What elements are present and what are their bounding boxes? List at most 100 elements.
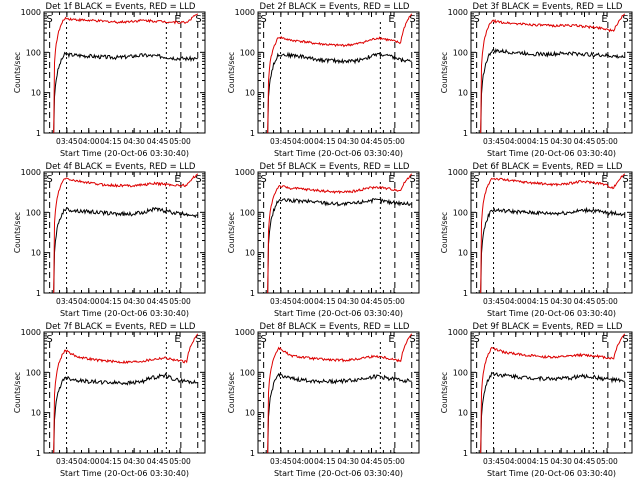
time-marker-label: S: [195, 334, 201, 345]
y-axis-label: Counts/sec: [440, 212, 449, 253]
y-tick-label: 100: [453, 368, 468, 377]
time-marker-label: S: [260, 174, 266, 185]
y-tick-label: 1: [36, 289, 41, 298]
time-marker-label: E: [174, 14, 180, 25]
time-marker-label: S: [473, 174, 479, 185]
y-tick-label: 10: [31, 249, 41, 258]
x-tick-label: 03:45: [483, 137, 505, 146]
x-tick-label: 04:15: [527, 137, 549, 146]
series-lld: [267, 333, 413, 454]
y-tick-label: 1: [250, 129, 255, 138]
series-events: [53, 207, 198, 294]
series-lld: [53, 173, 199, 294]
y-tick-label: 1: [36, 129, 41, 138]
x-tick-label: 03:45: [270, 457, 292, 466]
y-tick-label: 100: [26, 48, 41, 57]
chart-title: Det 5f BLACK = Events, RED = LLD: [260, 162, 410, 172]
x-tick-label: 04:00: [78, 137, 100, 146]
plot-frame: [43, 331, 206, 454]
y-tick-label: 1000: [21, 168, 41, 177]
x-tick-label: 04:30: [337, 297, 359, 306]
y-tick-label: 1000: [21, 8, 41, 17]
chart-panel-7: Det 7f BLACK = Events, RED = LLD 1 10 100 10…: [13, 322, 206, 478]
chart-title: Det 1f BLACK = Events, RED = LLD: [46, 2, 196, 12]
x-tick-label: 05:00: [596, 297, 618, 306]
x-tick-label: 04:30: [337, 137, 359, 146]
y-tick-label: 10: [31, 409, 41, 418]
series-events: [480, 206, 625, 294]
time-marker-label: S: [195, 174, 201, 185]
y-tick-label: 1: [250, 289, 255, 298]
x-axis-label: Start Time (20-Oct-06 03:30:40): [487, 469, 616, 478]
x-tick-label: 04:45: [361, 297, 383, 306]
y-tick-label: 1: [463, 289, 468, 298]
x-tick-label: 05:00: [596, 137, 618, 146]
y-tick-label: 100: [453, 208, 468, 217]
x-tick-label: 05:00: [169, 297, 191, 306]
x-tick-label: 04:45: [361, 457, 383, 466]
chart-panel-4: Det 4f BLACK = Events, RED = LLD 1 10 100 10…: [13, 162, 206, 318]
y-tick-label: 1: [463, 449, 468, 458]
x-tick-label: 04:00: [505, 457, 527, 466]
time-marker-label: S: [409, 14, 415, 25]
series-lld: [267, 173, 413, 294]
plot-frame: [470, 171, 633, 294]
y-tick-label: 100: [240, 208, 255, 217]
x-tick-label: 04:45: [574, 137, 596, 146]
x-tick-label: 04:30: [550, 297, 572, 306]
x-axis-label: Start Time (20-Oct-06 03:30:40): [60, 469, 189, 478]
y-axis-label: Counts/sec: [227, 372, 236, 413]
time-marker-label: S: [409, 174, 415, 185]
x-tick-label: 04:45: [147, 297, 169, 306]
y-tick-label: 10: [245, 249, 255, 258]
time-marker-label: S: [46, 334, 52, 345]
x-axis-label: Start Time (20-Oct-06 03:30:40): [274, 309, 403, 318]
x-tick-label: 04:30: [550, 457, 572, 466]
chart-panel-2: Det 2f BLACK = Events, RED = LLD 1 10 100 10…: [227, 2, 420, 158]
x-tick-label: 04:45: [574, 297, 596, 306]
x-tick-label: 03:45: [483, 457, 505, 466]
y-tick-label: 100: [453, 48, 468, 57]
time-marker-label: E: [388, 334, 394, 345]
plot-frame: [257, 331, 420, 454]
time-marker-label: S: [260, 14, 266, 25]
y-tick-label: 1: [463, 129, 468, 138]
time-marker-label: E: [174, 334, 180, 345]
y-axis-label: Counts/sec: [13, 52, 22, 93]
x-tick-label: 05:00: [383, 137, 405, 146]
plot-frame: [257, 11, 420, 134]
chart-title: Det 7f BLACK = Events, RED = LLD: [46, 322, 196, 332]
x-axis-label: Start Time (20-Oct-06 03:30:40): [60, 309, 189, 318]
series-events: [267, 51, 412, 134]
plot-frame: [257, 171, 420, 294]
x-tick-label: 03:45: [483, 297, 505, 306]
time-marker-label: S: [473, 14, 479, 25]
series-lld: [53, 333, 199, 454]
plot-frame: [43, 171, 206, 294]
x-axis-label: Start Time (20-Oct-06 03:30:40): [274, 469, 403, 478]
x-axis-label: Start Time (20-Oct-06 03:30:40): [274, 149, 403, 158]
x-tick-label: 04:00: [292, 457, 314, 466]
y-axis-label: Counts/sec: [227, 52, 236, 93]
series-events: [480, 371, 625, 454]
y-tick-label: 10: [245, 89, 255, 98]
series-events: [53, 372, 198, 454]
plot-frame: [43, 11, 206, 134]
y-tick-label: 1000: [235, 168, 255, 177]
series-lld: [480, 13, 626, 134]
x-tick-label: 04:30: [550, 137, 572, 146]
x-tick-label: 04:15: [100, 457, 122, 466]
y-tick-label: 10: [458, 249, 468, 258]
x-tick-label: 04:30: [123, 297, 145, 306]
chart-panel-1: Det 1f BLACK = Events, RED = LLD 1 10 100 10…: [13, 2, 206, 158]
x-tick-label: 04:15: [100, 137, 122, 146]
x-tick-label: 04:15: [314, 137, 336, 146]
x-tick-label: 05:00: [596, 457, 618, 466]
x-tick-label: 04:15: [314, 297, 336, 306]
x-tick-label: 05:00: [383, 457, 405, 466]
time-marker-label: S: [622, 334, 628, 345]
y-tick-label: 100: [26, 208, 41, 217]
x-tick-label: 05:00: [169, 457, 191, 466]
x-tick-label: 03:45: [270, 137, 292, 146]
x-axis-label: Start Time (20-Oct-06 03:30:40): [487, 149, 616, 158]
